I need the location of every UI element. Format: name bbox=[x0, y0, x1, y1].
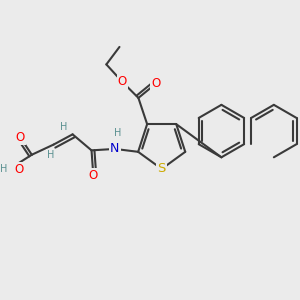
Text: O: O bbox=[118, 75, 127, 88]
Text: N: N bbox=[110, 142, 119, 155]
Text: O: O bbox=[151, 77, 160, 90]
Text: H: H bbox=[47, 150, 54, 160]
Text: S: S bbox=[158, 162, 166, 176]
Text: O: O bbox=[88, 169, 98, 182]
Text: H: H bbox=[60, 122, 68, 132]
Text: H: H bbox=[0, 164, 7, 174]
Text: O: O bbox=[16, 131, 25, 144]
Text: H: H bbox=[114, 128, 122, 138]
Text: O: O bbox=[14, 163, 23, 176]
